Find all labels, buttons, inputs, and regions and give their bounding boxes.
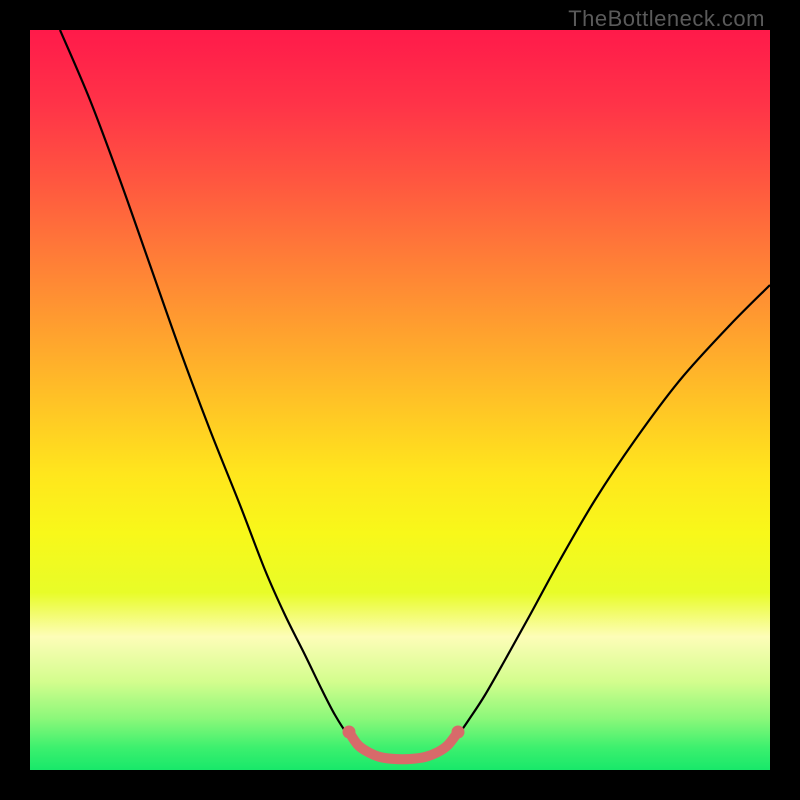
optimal-range-highlight [349, 732, 458, 759]
optimal-start-marker [343, 726, 356, 739]
plot-area [30, 30, 770, 770]
chart-frame: TheBottleneck.com [0, 0, 800, 800]
watermark-text: TheBottleneck.com [568, 6, 765, 32]
optimal-end-marker [452, 726, 465, 739]
curve-layer [30, 30, 770, 770]
bottleneck-curve [60, 30, 770, 759]
